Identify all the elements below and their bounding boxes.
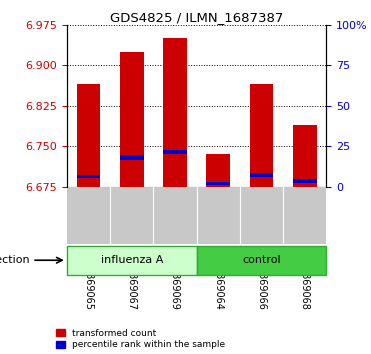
Bar [206,154,230,187]
Title: GDS4825 / ILMN_1687387: GDS4825 / ILMN_1687387 [110,11,283,24]
Text: control: control [242,255,281,265]
Bar [67,246,197,275]
Bar [163,150,187,154]
Bar [250,84,273,187]
Bar [250,173,273,177]
Bar [120,52,144,187]
Bar [197,246,326,275]
Bar [293,179,317,183]
Bar [163,38,187,187]
Bar [120,155,144,160]
Bar [76,84,100,187]
Bar [206,182,230,185]
Bar [76,175,100,178]
Legend: transformed count, percentile rank within the sample: transformed count, percentile rank withi… [56,329,225,349]
Bar [293,125,317,187]
Text: infection: infection [0,255,30,265]
Text: influenza A: influenza A [101,255,163,265]
